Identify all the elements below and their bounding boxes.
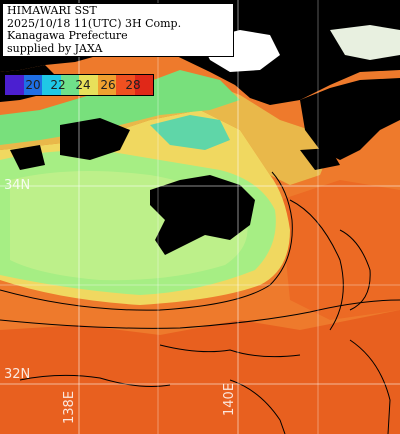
contour-3 [289, 199, 344, 331]
cloud-west [60, 118, 130, 160]
contour-4 [159, 344, 301, 358]
coastal-cyan [150, 115, 230, 150]
contour-8 [349, 339, 391, 434]
contour-6 [19, 374, 171, 387]
hot-ocean-east [280, 180, 400, 320]
contour-1 [0, 171, 293, 311]
lat-label-32n: 32N [4, 367, 31, 382]
lon-label-138e: 138E [62, 390, 77, 424]
cloud-white-ne [330, 25, 400, 60]
hot-ocean [0, 310, 400, 434]
title-line: HIMAWARI SST [7, 4, 97, 17]
lon-label-140e: 140E [222, 382, 237, 416]
yellow-band-north [0, 80, 330, 185]
contour-2 [0, 299, 400, 329]
colorbar-tick: 26 [100, 78, 116, 92]
colorbar-segment [79, 75, 98, 95]
lat-label-34n: 34N [4, 178, 31, 193]
colorbar-segment [97, 75, 116, 95]
colorbar-segment [134, 75, 153, 95]
colorbar-tick: 20 [25, 78, 41, 92]
contour-5 [339, 229, 371, 311]
colorbar-segment [116, 75, 135, 95]
colorbar-segment [60, 75, 79, 95]
title-box: HIMAWARI SST 2025/10/18 11(UTC) 3H Comp.… [2, 3, 234, 57]
title-line: Kanagawa Prefecture [7, 29, 128, 42]
cloud-small-2 [300, 148, 340, 170]
title-line: 2025/10/18 11(UTC) 3H Comp. [7, 16, 182, 30]
colorbar-segment [42, 75, 61, 95]
cloud-small-1 [10, 145, 45, 170]
colorbar-segment [23, 75, 42, 95]
colorbar-tick: 24 [75, 78, 91, 92]
land-boso [300, 78, 400, 160]
title-line: supplied by JAXA [7, 41, 103, 55]
colorbar-segment [5, 75, 24, 95]
colorbar-tick: 22 [50, 78, 66, 92]
contour-7 [229, 379, 286, 434]
colorbar-tick: 28 [125, 78, 141, 92]
cloud-land-center [150, 175, 255, 255]
sst-colorbar: 20 22 24 26 28 [4, 74, 154, 96]
